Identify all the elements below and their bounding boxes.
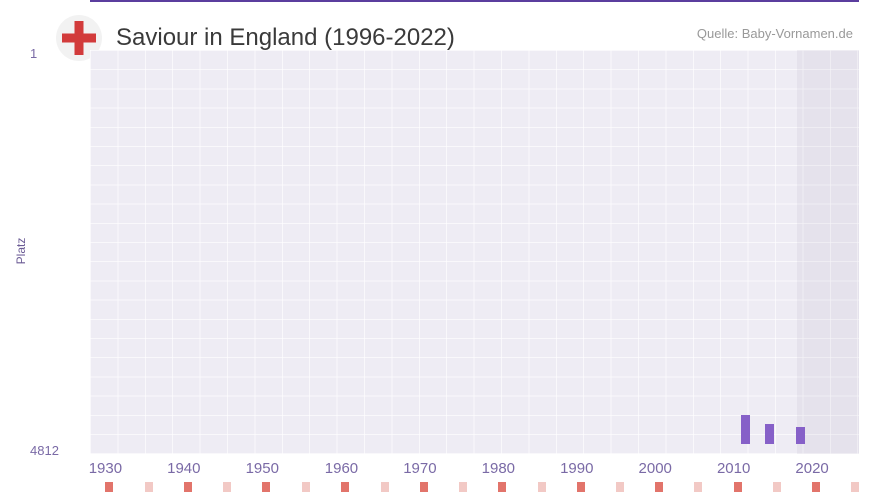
x-tick-1970: 1970: [403, 460, 436, 477]
chart-title: Saviour in England (1996-2022): [116, 24, 455, 52]
y-axis-tick-top: 1: [30, 46, 37, 61]
x-tick-2000: 2000: [639, 460, 672, 477]
y-axis-tick-bottom: 4812: [30, 443, 59, 458]
bar-2014[interactable]: [765, 424, 774, 444]
chart-container: Saviour in England (1996-2022) Quelle: B…: [0, 0, 873, 502]
chart-source-label: Quelle: Baby-Vornamen.de: [697, 26, 853, 41]
x-tick-1980: 1980: [482, 460, 515, 477]
bar-2011[interactable]: [741, 415, 750, 444]
bar-2018[interactable]: [796, 427, 805, 444]
x-tick-1960: 1960: [325, 460, 358, 477]
x-tick-1930: 1930: [89, 460, 122, 477]
x-tick-1950: 1950: [246, 460, 279, 477]
y-axis-label: Platz: [14, 238, 28, 265]
plot-area: [90, 50, 859, 454]
x-tick-1940: 1940: [167, 460, 200, 477]
background-grid: [90, 50, 859, 454]
x-tick-2010: 2010: [717, 460, 750, 477]
chart-baseline: [90, 0, 859, 2]
x-axis-row: 1930 1940 1950 1960 1970 1980 1990 2000 …: [90, 454, 859, 492]
x-tick-1990: 1990: [560, 460, 593, 477]
future-region-shade: [797, 50, 859, 454]
x-tick-2020: 2020: [795, 460, 828, 477]
